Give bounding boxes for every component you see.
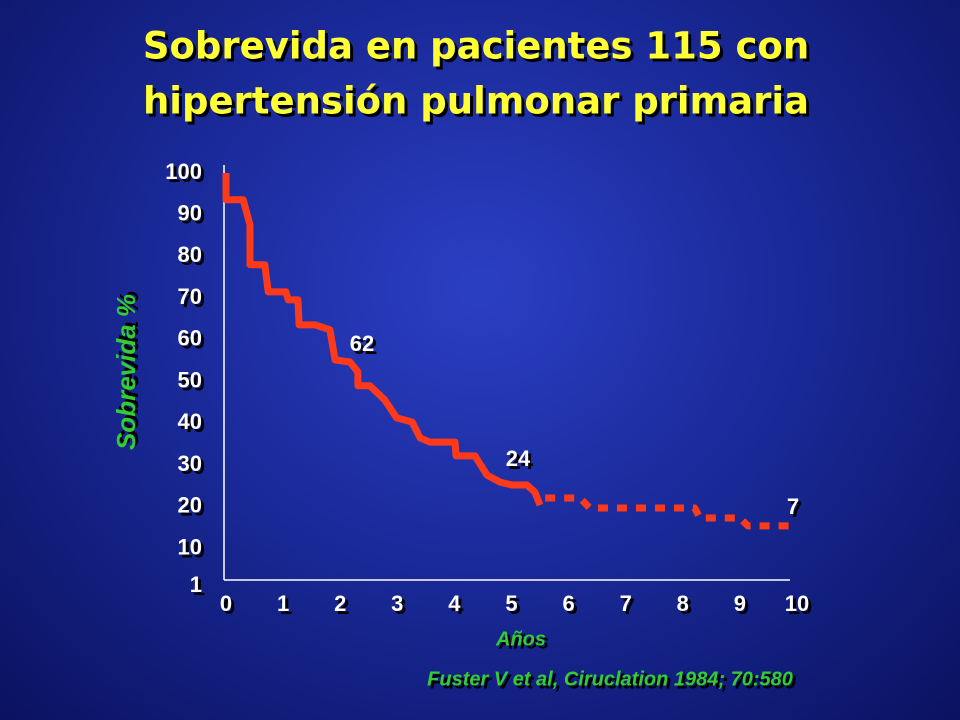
y-tick-label: 20 [178, 493, 202, 518]
y-tick-label: 10 [178, 534, 202, 559]
y-tick-label: 40 [178, 409, 202, 434]
y-tick-label: 90 [178, 201, 202, 226]
annotation: 7 [787, 494, 799, 519]
x-tick-label: 7 [620, 591, 632, 616]
x-tick-label: 6 [562, 591, 574, 616]
y-axis-label: Sobrevida % [111, 294, 141, 450]
x-tick-label: 9 [734, 591, 746, 616]
x-tick-label: 10 [785, 591, 809, 616]
y-tick-label: 50 [178, 367, 202, 392]
survival-line [545, 494, 797, 530]
source-note: Fuster V et al, Ciruclation 1984; 70:580 [427, 668, 793, 690]
annotation: 24 [506, 446, 531, 471]
x-tick-label: 4 [448, 591, 461, 616]
annotation: 62 [350, 331, 374, 356]
x-tick-label: 2 [334, 591, 346, 616]
y-tick-label: 1 [190, 572, 202, 597]
survival-line [222, 173, 544, 507]
x-tick-label: 3 [391, 591, 403, 616]
y-tick-label: 30 [178, 451, 202, 476]
y-tick-label: 60 [178, 326, 202, 351]
y-tick-label: 70 [178, 284, 202, 309]
chart-title: Sobrevida en pacientes 115 con [143, 25, 809, 68]
chart-title: hipertensión pulmonar primaria [143, 80, 809, 123]
y-tick-label: 80 [178, 242, 202, 267]
x-tick-label: 5 [505, 591, 517, 616]
x-tick-label: 8 [677, 591, 689, 616]
x-tick-label: 1 [277, 591, 289, 616]
x-axis-label: Años [495, 628, 546, 650]
x-tick-label: 0 [220, 591, 232, 616]
y-tick-label: 100 [165, 159, 202, 184]
